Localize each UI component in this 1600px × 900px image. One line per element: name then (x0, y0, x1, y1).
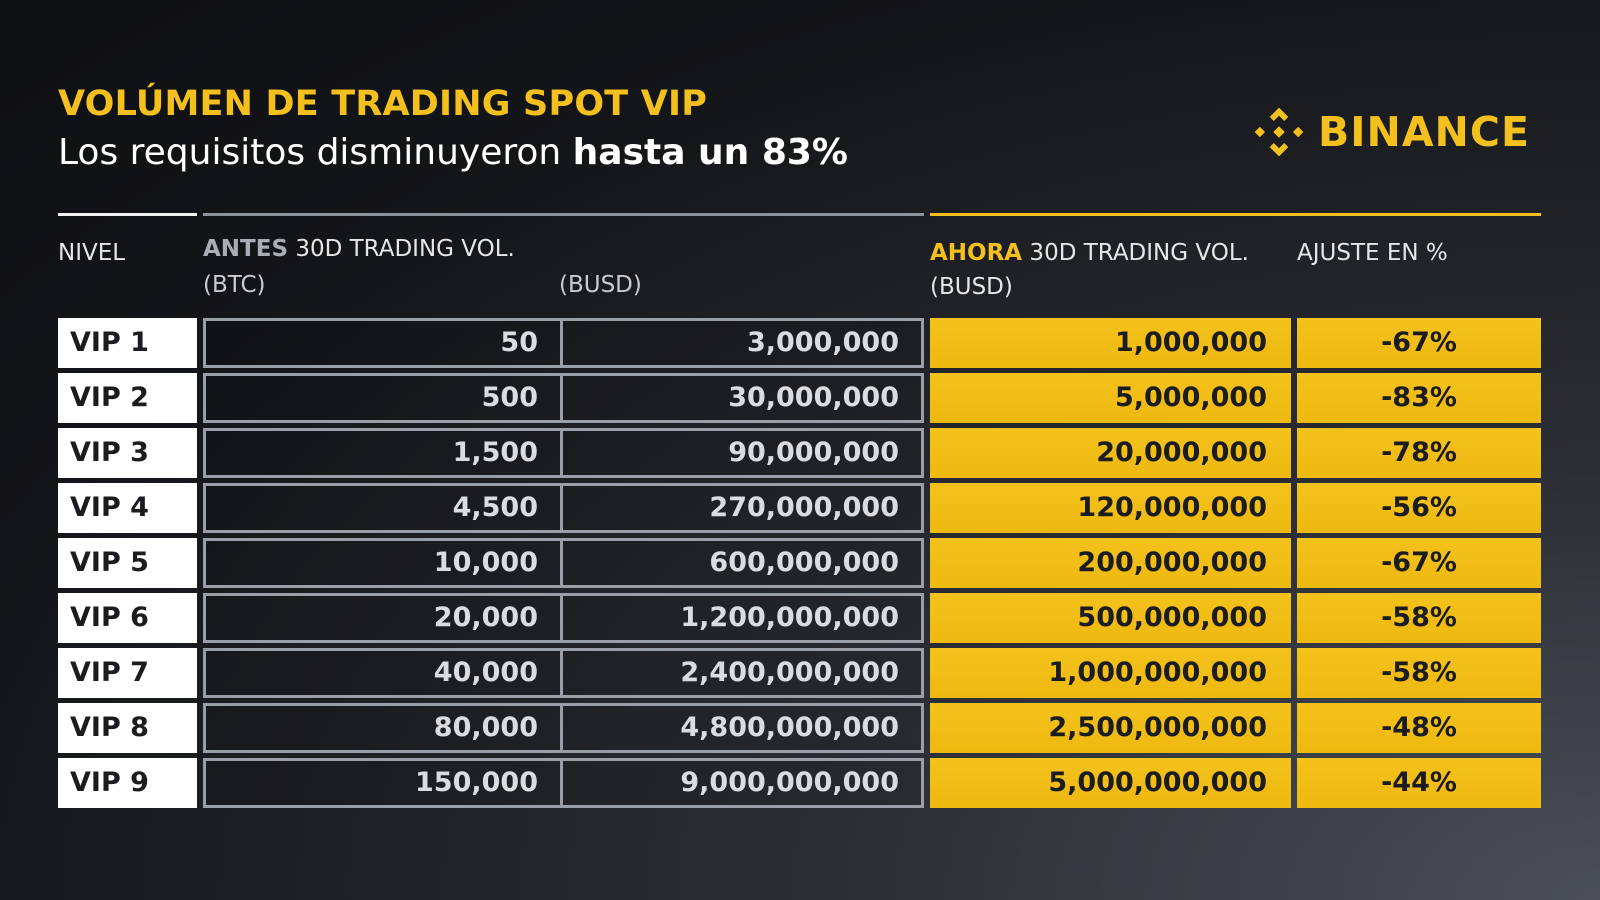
new-busd-volume-cell: 20,000,000 (930, 428, 1291, 478)
table-row: VIP 3 1,500 90,000,000 20,000,000 -78% (0, 428, 1600, 478)
header-ahora-word: AHORA (930, 240, 1023, 266)
table-row: VIP 5 10,000 600,000,000 200,000,000 -67… (0, 538, 1600, 588)
adjustment-cell: -67% (1297, 318, 1541, 368)
new-busd-volume-cell: 2,500,000,000 (930, 703, 1291, 753)
level-cell: VIP 3 (58, 428, 197, 478)
old-busd-volume-cell: 4,800,000,000 (563, 703, 924, 753)
header-nivel: NIVEL (58, 240, 126, 266)
ahora-header-rule (930, 213, 1541, 216)
level-cell: VIP 8 (58, 703, 197, 753)
new-busd-volume-cell: 5,000,000 (930, 373, 1291, 423)
old-busd-volume-cell: 2,400,000,000 (563, 648, 924, 698)
adjustment-cell: -48% (1297, 703, 1541, 753)
level-cell: VIP 2 (58, 373, 197, 423)
btc-volume-cell: 20,000 (203, 593, 563, 643)
header-ahora: AHORA 30D TRADING VOL. (930, 236, 1249, 270)
adjustment-cell: -58% (1297, 593, 1541, 643)
level-cell: VIP 1 (58, 318, 197, 368)
header-busd-new-unit: (BUSD) (930, 274, 1013, 300)
subtitle-highlight: hasta un 83% (572, 132, 848, 173)
binance-wordmark: BINANCE (1318, 108, 1530, 156)
table-row: VIP 8 80,000 4,800,000,000 2,500,000,000… (0, 703, 1600, 753)
binance-diamond-icon (1254, 107, 1304, 157)
table-row: VIP 1 50 3,000,000 1,000,000 -67% (0, 318, 1600, 368)
new-busd-volume-cell: 120,000,000 (930, 483, 1291, 533)
new-busd-volume-cell: 500,000,000 (930, 593, 1291, 643)
antes-header-rule (203, 213, 924, 216)
btc-volume-cell: 4,500 (203, 483, 563, 533)
subtitle-prefix: Los requisitos disminuyeron (58, 132, 573, 173)
table-row: VIP 9 150,000 9,000,000,000 5,000,000,00… (0, 758, 1600, 808)
header-antes-rest: 30D TRADING VOL. (288, 236, 515, 262)
level-cell: VIP 9 (58, 758, 197, 808)
btc-volume-cell: 150,000 (203, 758, 563, 808)
btc-volume-cell: 50 (203, 318, 563, 368)
level-cell: VIP 6 (58, 593, 197, 643)
btc-volume-cell: 80,000 (203, 703, 563, 753)
header-ahora-rest: 30D TRADING VOL. (1022, 240, 1249, 266)
new-busd-volume-cell: 1,000,000,000 (930, 648, 1291, 698)
table-row: VIP 2 500 30,000,000 5,000,000 -83% (0, 373, 1600, 423)
header-ajuste: AJUSTE EN % (1297, 240, 1448, 266)
btc-volume-cell: 40,000 (203, 648, 563, 698)
page-title: VOLÚMEN DE TRADING SPOT VIP (58, 84, 708, 124)
new-busd-volume-cell: 200,000,000 (930, 538, 1291, 588)
header-antes-word: ANTES (203, 236, 289, 262)
old-busd-volume-cell: 9,000,000,000 (563, 758, 924, 808)
level-cell: VIP 7 (58, 648, 197, 698)
adjustment-cell: -44% (1297, 758, 1541, 808)
level-cell: VIP 4 (58, 483, 197, 533)
old-busd-volume-cell: 270,000,000 (563, 483, 924, 533)
new-busd-volume-cell: 5,000,000,000 (930, 758, 1291, 808)
adjustment-cell: -58% (1297, 648, 1541, 698)
header-antes: ANTES 30D TRADING VOL. (203, 232, 515, 266)
header-busd-old-unit: (BUSD) (559, 272, 642, 298)
old-busd-volume-cell: 30,000,000 (563, 373, 924, 423)
adjustment-cell: -78% (1297, 428, 1541, 478)
table-row: VIP 4 4,500 270,000,000 120,000,000 -56% (0, 483, 1600, 533)
page-subtitle: Los requisitos disminuyeron hasta un 83% (58, 132, 848, 173)
old-busd-volume-cell: 1,200,000,000 (563, 593, 924, 643)
table-row: VIP 7 40,000 2,400,000,000 1,000,000,000… (0, 648, 1600, 698)
old-busd-volume-cell: 600,000,000 (563, 538, 924, 588)
new-busd-volume-cell: 1,000,000 (930, 318, 1291, 368)
table-row: VIP 6 20,000 1,200,000,000 500,000,000 -… (0, 593, 1600, 643)
level-cell: VIP 5 (58, 538, 197, 588)
header-btc-unit: (BTC) (203, 272, 266, 298)
adjustment-cell: -83% (1297, 373, 1541, 423)
old-busd-volume-cell: 3,000,000 (563, 318, 924, 368)
adjustment-cell: -67% (1297, 538, 1541, 588)
adjustment-cell: -56% (1297, 483, 1541, 533)
old-busd-volume-cell: 90,000,000 (563, 428, 924, 478)
nivel-header-rule (58, 213, 197, 216)
btc-volume-cell: 1,500 (203, 428, 563, 478)
btc-volume-cell: 10,000 (203, 538, 563, 588)
binance-logo: BINANCE (1250, 103, 1530, 161)
btc-volume-cell: 500 (203, 373, 563, 423)
